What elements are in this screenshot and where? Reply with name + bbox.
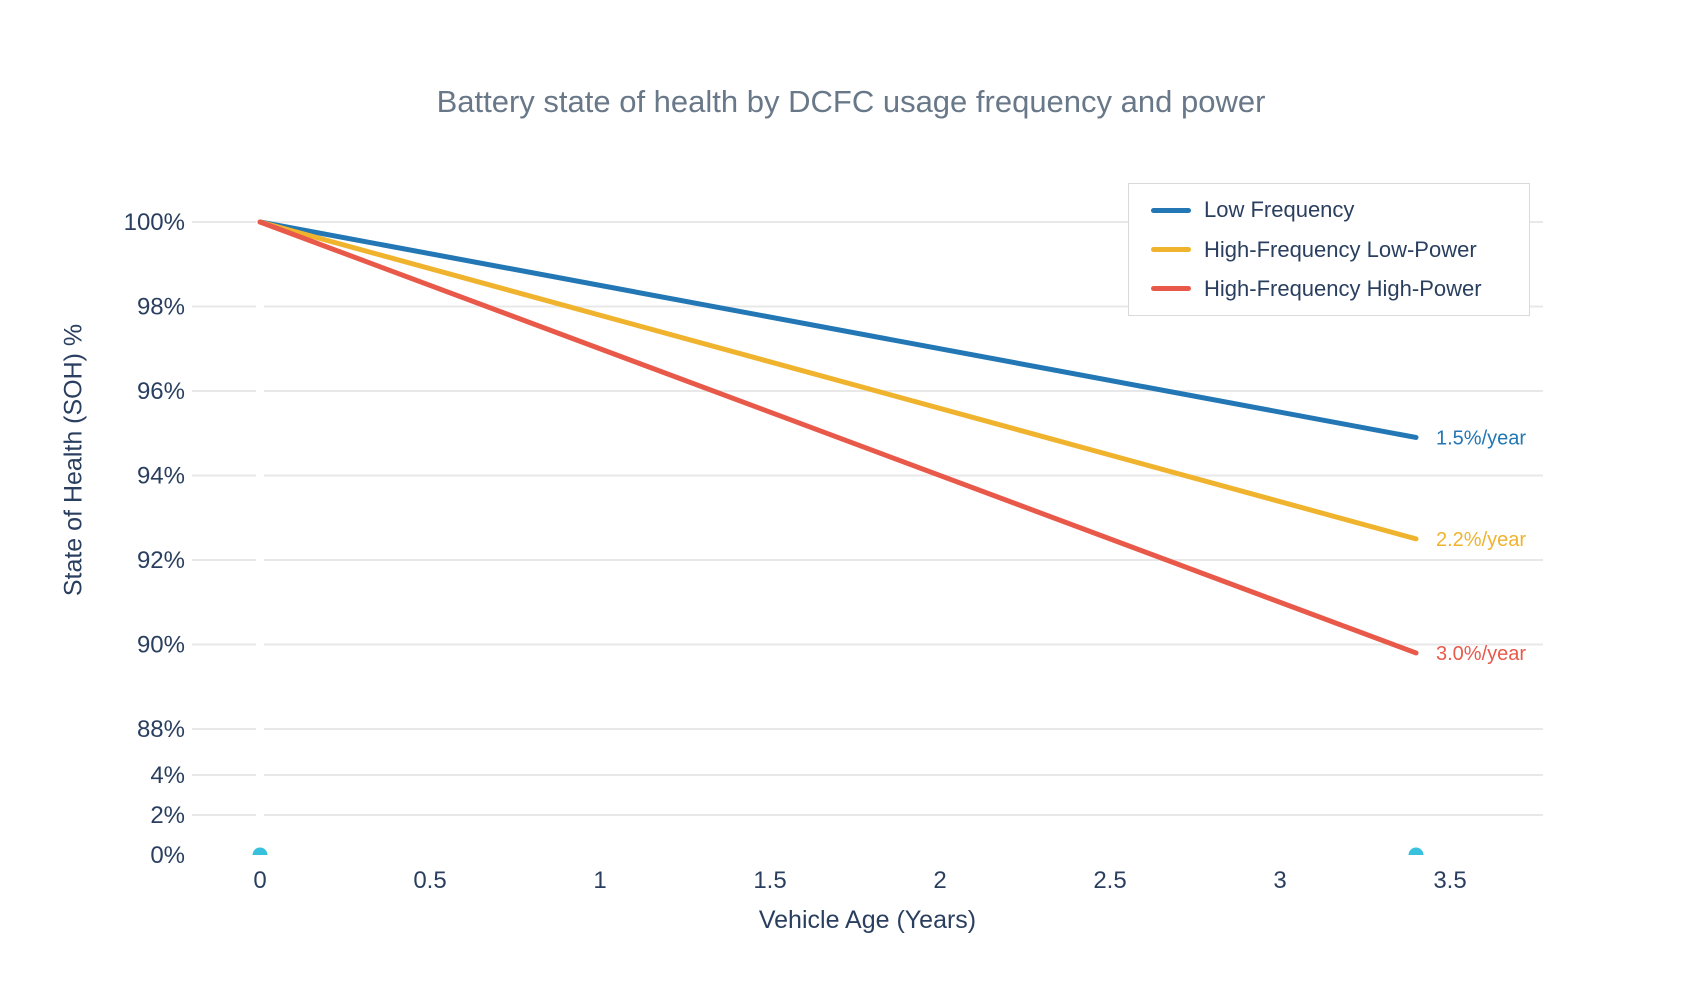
legend-item-label: High-Frequency High-Power [1204, 275, 1482, 301]
y-tick-label: 88% [137, 716, 185, 743]
legend-line-swatch [1151, 247, 1191, 252]
x-tick-label: 0 [253, 867, 266, 894]
x-tick-label: 1 [593, 867, 606, 894]
legend-item-low-frequency[interactable]: Low Frequency [1151, 197, 1529, 223]
chart-title: Battery state of health by DCFC usage fr… [436, 84, 1266, 119]
legend-item-high-frequency-low-power[interactable]: High-Frequency Low-Power [1151, 237, 1529, 263]
y-tick-label: 96% [137, 378, 185, 405]
legend-line-swatch [1151, 286, 1191, 292]
x-tick-label: 3 [1273, 867, 1286, 894]
marker-point[interactable] [1408, 847, 1424, 855]
legend-item-label: Low Frequency [1204, 197, 1355, 223]
y-tick-label: 98% [137, 294, 185, 321]
series-annotation: 2.2%/year [1436, 529, 1526, 551]
y-tick-label: 92% [137, 547, 185, 574]
x-tick-label: 2.5 [1093, 867, 1126, 894]
x-tick-label: 2 [933, 867, 946, 894]
marker-point[interactable] [252, 847, 268, 855]
y-axis-title: State of Health (SOH) % [59, 323, 88, 597]
series-line-low-frequency[interactable] [257, 219, 1419, 440]
y-tick-label: 90% [137, 632, 185, 659]
y-tick-label: 94% [137, 463, 185, 490]
legend: Low Frequency High-Frequency Low-Power Hig… [1128, 183, 1530, 316]
series-annotation: 1.5%/year [1436, 427, 1526, 449]
x-axis-title: Vehicle Age (Years) [758, 906, 977, 934]
legend-item-label: High-Frequency Low-Power [1204, 236, 1477, 262]
series-line-high-frequency-low-power[interactable] [257, 219, 1419, 542]
y-tick-label: 0% [150, 842, 185, 869]
x-tick-label: 1.5 [753, 867, 786, 894]
y-tick-label: 100% [124, 209, 185, 236]
y-tick-label: 2% [150, 802, 185, 829]
x-tick-label: 0.5 [413, 867, 446, 894]
legend-item-high-frequency-high-power[interactable]: High-Frequency High-Power [1151, 276, 1529, 302]
series-annotation: 3.0%/year [1436, 643, 1526, 665]
legend-line-swatch [1151, 207, 1191, 213]
series-line-high-frequency-high-power[interactable] [257, 219, 1419, 656]
y-tick-label: 4% [150, 762, 185, 789]
x-tick-label: 3.5 [1433, 867, 1466, 894]
